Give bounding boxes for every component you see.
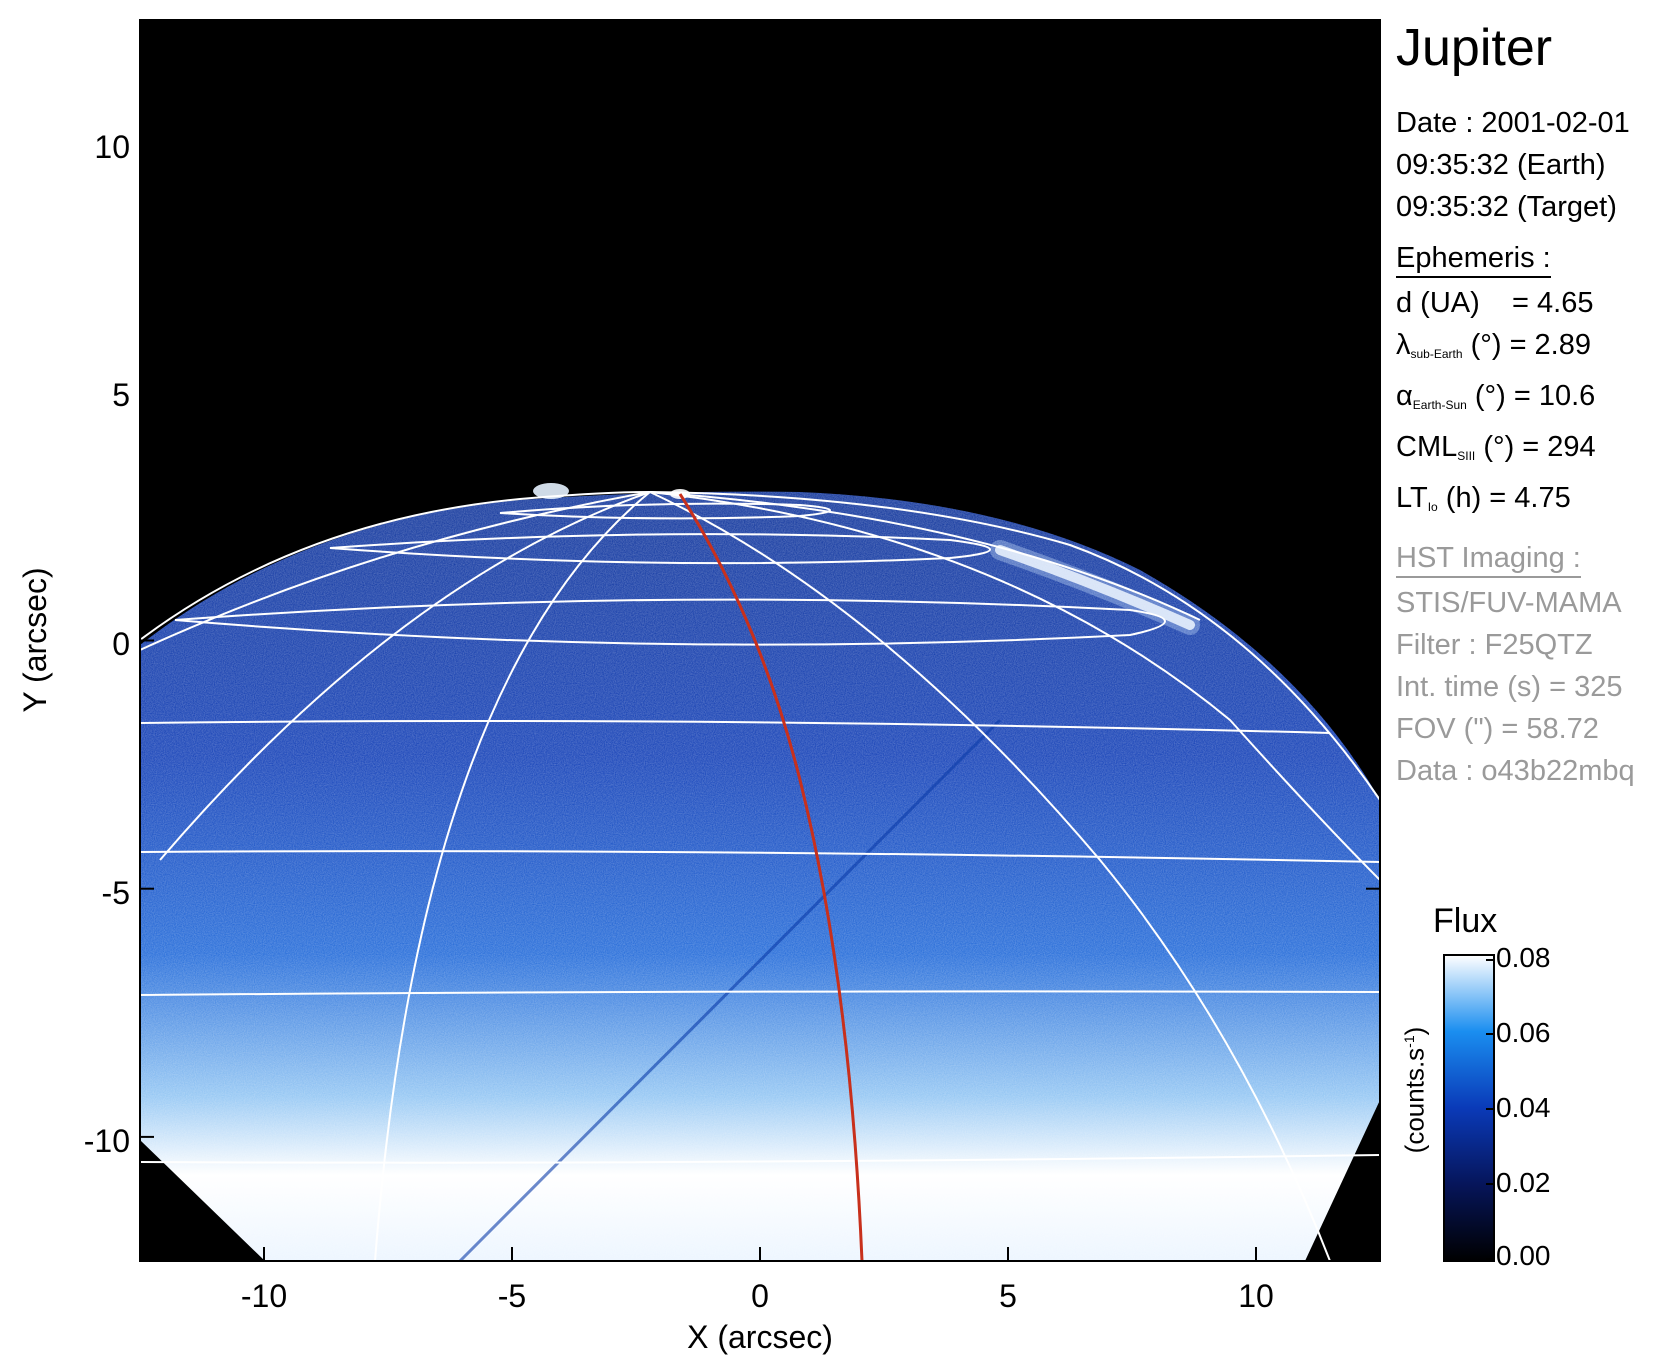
latitude-longitude-grid: [140, 490, 1380, 1261]
cml-row: CMLSIII (°) = 294: [1396, 426, 1666, 477]
colorbar-tick-label: 0.02: [1496, 1167, 1551, 1198]
fov-text: FOV (") = 58.72: [1396, 713, 1599, 745]
imaging-block: HST Imaging : STIS/FUV-MAMA Filter : F25…: [1396, 528, 1666, 792]
colorbar-tick-label: 0.06: [1496, 1017, 1551, 1048]
lt-value: (h) = 4.75: [1445, 482, 1571, 514]
data-id-text: Data : o43b22mbq: [1396, 755, 1635, 787]
colorbar-tick-label: 0.08: [1496, 942, 1551, 973]
colorbar-tick-label: 0.04: [1496, 1092, 1551, 1123]
alpha-subscript: Earth-Sun: [1412, 398, 1467, 412]
y-tick-label: -10: [84, 1123, 130, 1159]
x-tick-label: -5: [498, 1278, 526, 1314]
x-tick-label: 10: [1238, 1278, 1274, 1314]
distance-row: d (UA) = 4.65: [1396, 282, 1666, 324]
x-axis-label: X (arcsec): [687, 1319, 833, 1355]
x-tick-marks: [263, 20, 1257, 1261]
lambda-symbol: λ: [1396, 329, 1411, 361]
time-earth-text: 09:35:32 (Earth): [1396, 149, 1606, 181]
distance-value: = 4.65: [1512, 287, 1594, 319]
info-panel: Jupiter Date : 2001-02-01 09:35:32 (Eart…: [1396, 18, 1666, 792]
lt-subscript: Io: [1427, 500, 1438, 514]
colorbar-title: Flux: [1433, 902, 1498, 940]
imaging-heading: HST Imaging :: [1396, 540, 1581, 578]
planet-title: Jupiter: [1396, 19, 1553, 77]
central-meridian-line: [678, 493, 864, 1261]
lt-label: LT: [1396, 482, 1428, 514]
x-tick-label: -10: [241, 1278, 287, 1314]
cml-label: CML: [1396, 431, 1458, 463]
colorbar: [1443, 954, 1495, 1262]
lambda-value: (°) = 2.89: [1470, 329, 1591, 361]
alpha-value: (°) = 10.6: [1474, 380, 1596, 412]
auroral-oval-emission: [995, 545, 1195, 630]
y-tick-label: 0: [112, 626, 130, 662]
integration-time-text: Int. time (s) = 325: [1396, 671, 1623, 703]
colorbar-ticks: [1486, 959, 1494, 1260]
ephemeris-heading: Ephemeris :: [1396, 240, 1551, 278]
sub-earth-latitude-row: λsub-Earth (°) = 2.89: [1396, 324, 1666, 375]
x-tick-label: 5: [999, 1278, 1017, 1314]
x-tick-label: 0: [751, 1278, 769, 1314]
y-tick-label: 5: [112, 377, 130, 413]
time-target-text: 09:35:32 (Target): [1396, 191, 1617, 223]
phase-angle-row: αEarth-Sun (°) = 10.6: [1396, 375, 1666, 426]
lambda-subscript: sub-Earth: [1410, 347, 1463, 361]
y-tick-label: 10: [94, 129, 130, 165]
y-tick-marks: [140, 143, 1380, 1138]
filter-text: Filter : F25QTZ: [1396, 629, 1593, 661]
colorbar-tick-label: 0.00: [1496, 1240, 1551, 1271]
distance-label: d (UA): [1396, 287, 1480, 319]
local-time-io-row: LTIo (h) = 4.75: [1396, 477, 1666, 528]
y-tick-label: -5: [102, 875, 130, 911]
colorbar-unit-label: (counts.s-1): [1399, 1026, 1430, 1154]
date-text: Date : 2001-02-01: [1396, 107, 1630, 139]
cml-subscript: SIII: [1457, 449, 1476, 463]
alpha-symbol: α: [1396, 380, 1413, 412]
y-axis-label: Y (arcsec): [17, 567, 53, 712]
instrument-text: STIS/FUV-MAMA: [1396, 587, 1622, 619]
cml-value: (°) = 294: [1483, 431, 1596, 463]
